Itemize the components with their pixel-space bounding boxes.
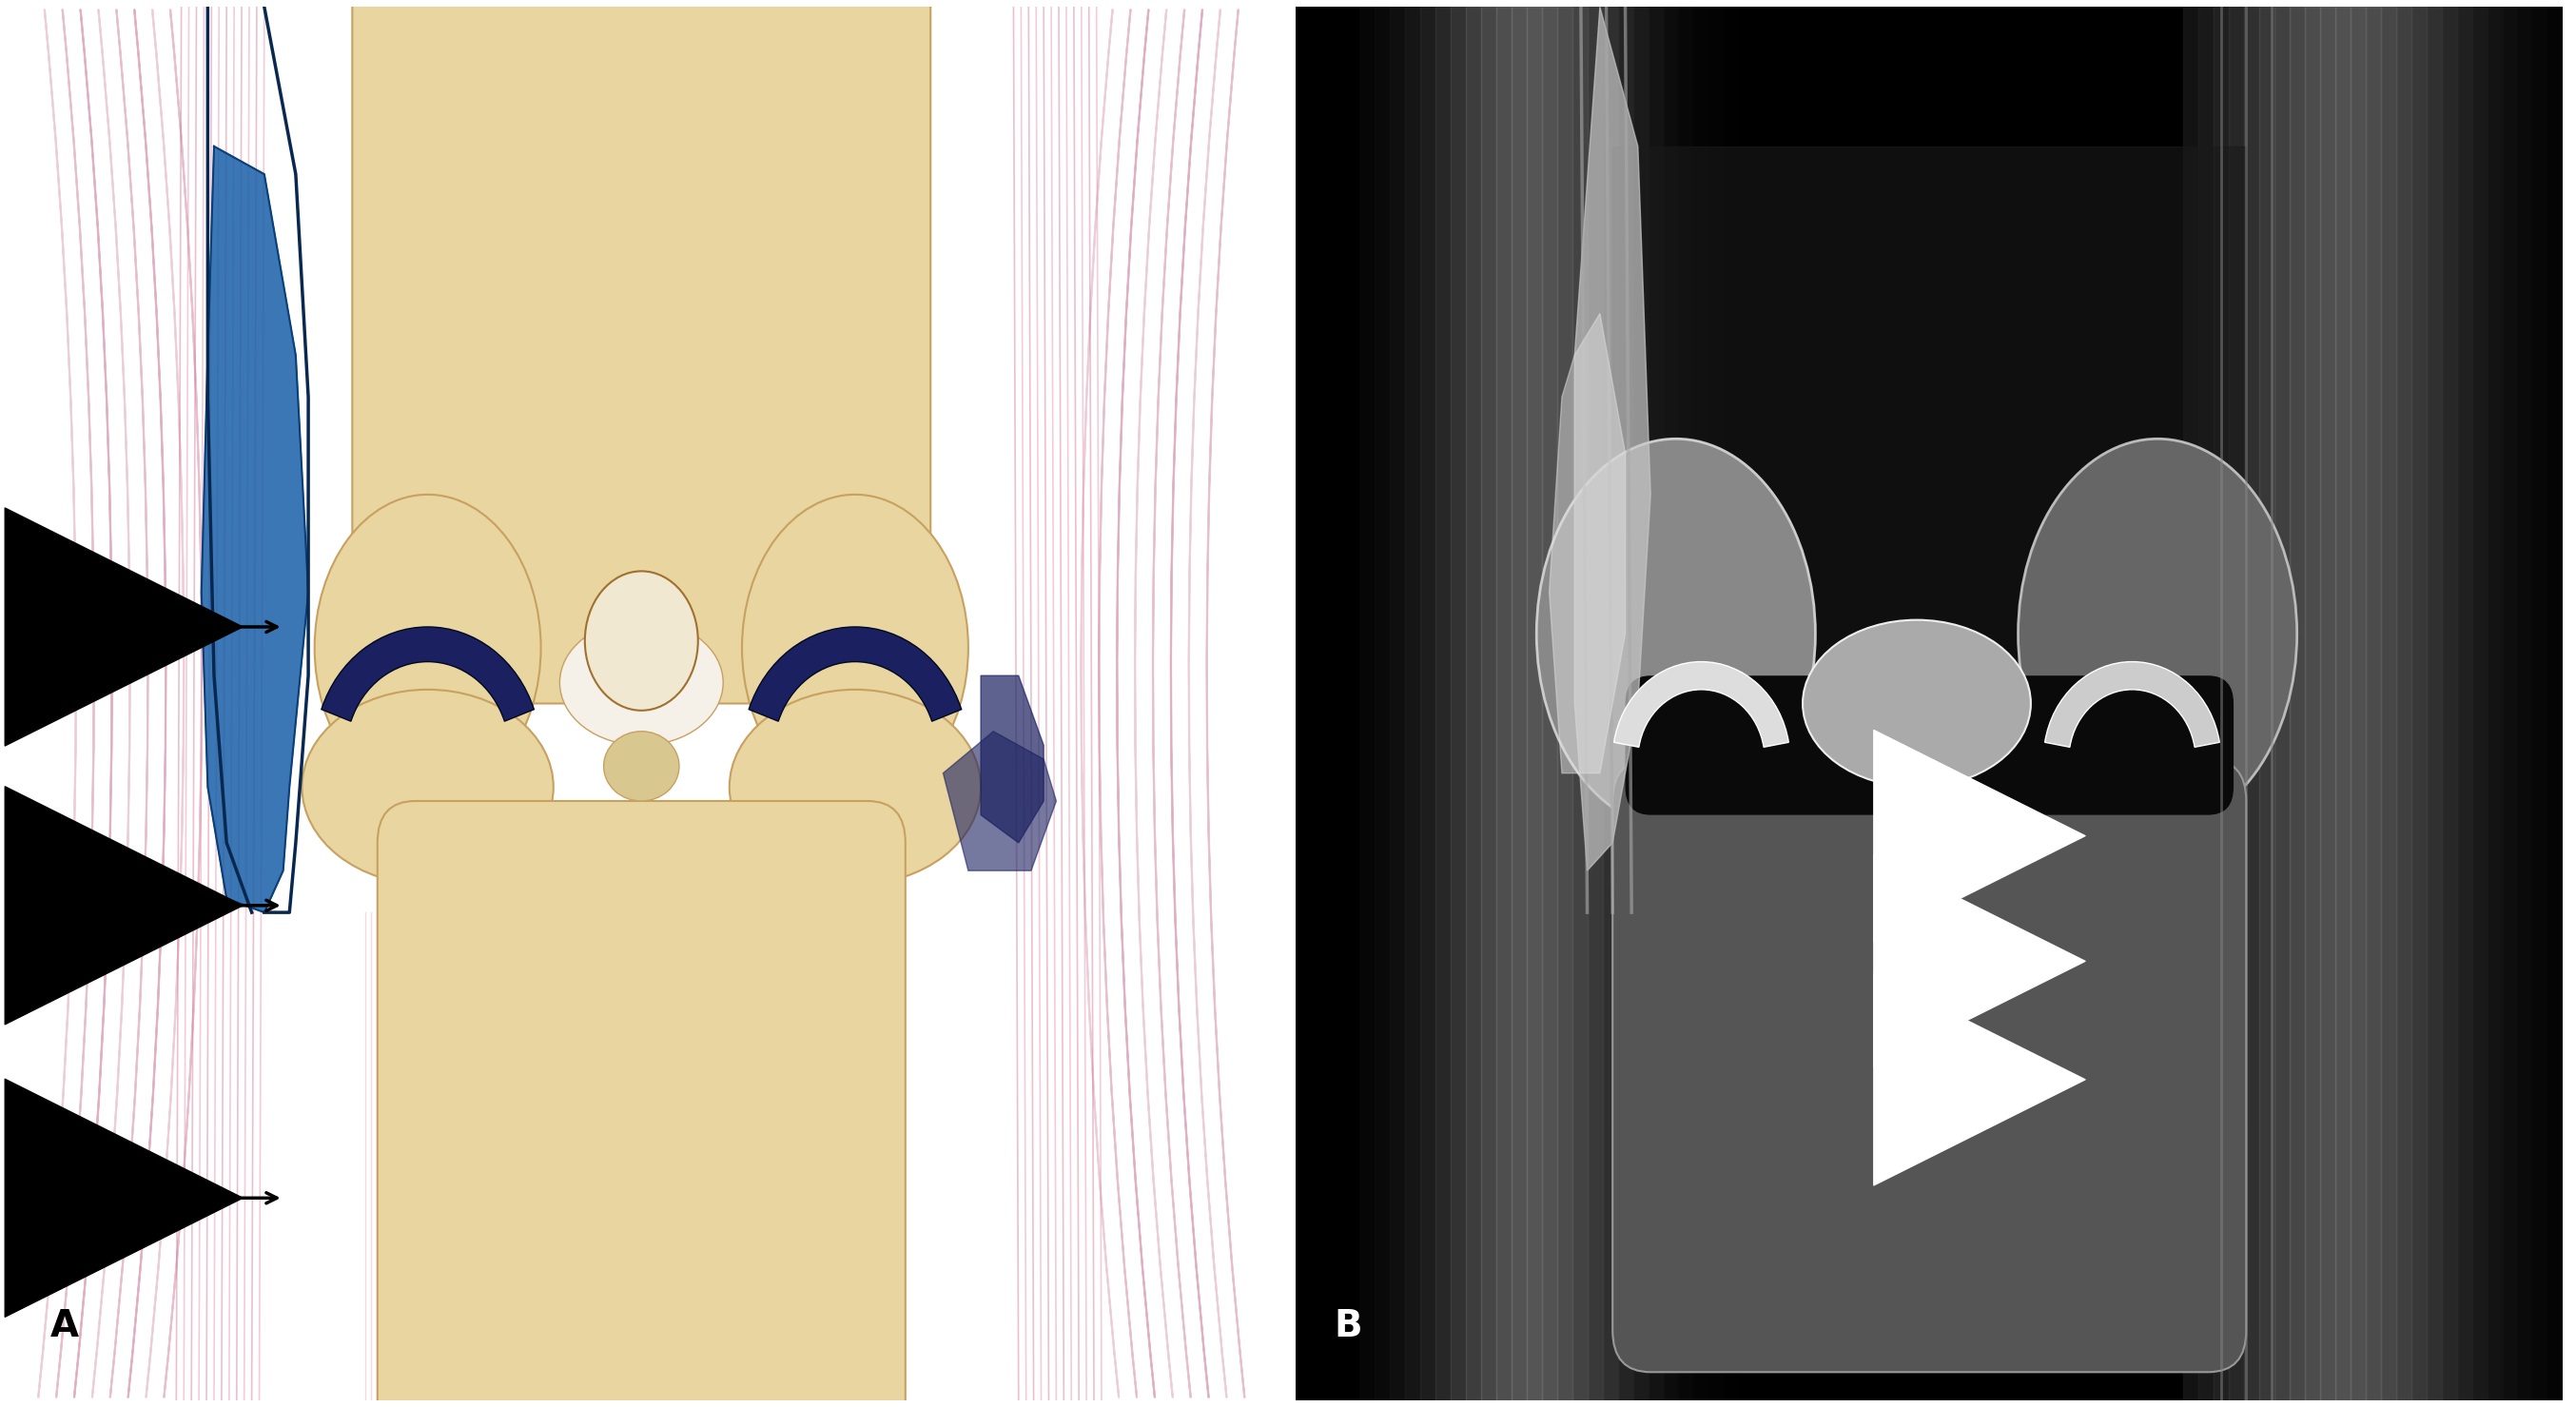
- Text: A: A: [52, 1309, 80, 1344]
- Polygon shape: [1548, 314, 1625, 774]
- Bar: [2458, 7, 2473, 1400]
- Bar: [2275, 7, 2290, 1400]
- Wedge shape: [2045, 661, 2221, 747]
- Bar: [2486, 7, 2501, 1400]
- Polygon shape: [1574, 7, 1651, 871]
- Bar: [2349, 7, 2365, 1400]
- FancyArrowPatch shape: [39, 10, 77, 1397]
- Bar: [2442, 7, 2458, 1400]
- Bar: [2244, 7, 2259, 1400]
- FancyArrowPatch shape: [75, 10, 113, 1397]
- Bar: [1528, 7, 1540, 1400]
- Ellipse shape: [729, 689, 981, 885]
- FancyArrowPatch shape: [1188, 10, 1226, 1397]
- Bar: [1571, 7, 1587, 1400]
- Bar: [2411, 7, 2427, 1400]
- Bar: [1739, 7, 1754, 1400]
- Bar: [1664, 7, 1680, 1400]
- FancyArrowPatch shape: [147, 10, 183, 1397]
- FancyBboxPatch shape: [1625, 675, 2233, 815]
- Bar: [2473, 7, 2486, 1400]
- Ellipse shape: [1803, 620, 2030, 787]
- Wedge shape: [322, 628, 533, 722]
- Bar: [1388, 7, 1404, 1400]
- Bar: [1801, 7, 1816, 1400]
- Bar: [1785, 7, 1801, 1400]
- Bar: [2228, 7, 2244, 1400]
- Bar: [1450, 7, 1466, 1400]
- Bar: [2380, 7, 2396, 1400]
- FancyArrowPatch shape: [165, 10, 201, 1397]
- Ellipse shape: [559, 620, 724, 746]
- FancyArrowPatch shape: [1170, 10, 1208, 1397]
- Bar: [2517, 7, 2532, 1400]
- FancyArrowPatch shape: [1206, 10, 1244, 1397]
- Bar: [2306, 7, 2321, 1400]
- Bar: [1754, 7, 1770, 1400]
- FancyBboxPatch shape: [1613, 760, 2246, 1372]
- Bar: [1613, 146, 2246, 1121]
- Bar: [1540, 7, 1556, 1400]
- Bar: [1376, 7, 1388, 1400]
- Bar: [2548, 7, 2563, 1400]
- FancyBboxPatch shape: [353, 0, 930, 704]
- FancyArrowPatch shape: [129, 10, 165, 1397]
- Bar: [2334, 7, 2349, 1400]
- FancyArrowPatch shape: [93, 10, 129, 1397]
- Bar: [1708, 7, 1723, 1400]
- Ellipse shape: [301, 689, 554, 885]
- Wedge shape: [1615, 661, 1788, 747]
- FancyArrowPatch shape: [1100, 10, 1136, 1397]
- Bar: [1466, 7, 1481, 1400]
- Bar: [2182, 7, 2197, 1400]
- Bar: [2290, 7, 2306, 1400]
- Bar: [2501, 7, 2517, 1400]
- Bar: [1770, 7, 1785, 1400]
- Bar: [2396, 7, 2411, 1400]
- Bar: [1481, 7, 1497, 1400]
- Bar: [1360, 7, 1376, 1400]
- Bar: [2427, 7, 2442, 1400]
- Bar: [1435, 7, 1450, 1400]
- Bar: [2259, 7, 2275, 1400]
- Bar: [1618, 7, 1633, 1400]
- Ellipse shape: [1535, 439, 1816, 829]
- Ellipse shape: [603, 732, 680, 801]
- Bar: [1692, 7, 1708, 1400]
- Ellipse shape: [585, 571, 698, 711]
- Bar: [1649, 7, 1664, 1400]
- Bar: [1419, 7, 1435, 1400]
- Bar: [2197, 7, 2213, 1400]
- FancyArrowPatch shape: [1082, 10, 1118, 1397]
- Bar: [2321, 7, 2334, 1400]
- Wedge shape: [750, 628, 961, 722]
- Bar: [2365, 7, 2380, 1400]
- Bar: [1512, 7, 1528, 1400]
- Bar: [1723, 7, 1739, 1400]
- Bar: [1497, 7, 1512, 1400]
- Ellipse shape: [742, 495, 969, 801]
- Bar: [1404, 7, 1419, 1400]
- Ellipse shape: [314, 495, 541, 801]
- FancyBboxPatch shape: [379, 801, 904, 1407]
- FancyArrowPatch shape: [1154, 10, 1190, 1397]
- Bar: [2213, 7, 2228, 1400]
- FancyArrowPatch shape: [1118, 10, 1154, 1397]
- Text: B: B: [1334, 1309, 1363, 1344]
- Bar: [1633, 7, 1649, 1400]
- Ellipse shape: [2017, 439, 2298, 829]
- Bar: [1680, 7, 1692, 1400]
- Polygon shape: [201, 146, 309, 913]
- FancyArrowPatch shape: [111, 10, 147, 1397]
- Polygon shape: [981, 675, 1043, 843]
- Bar: [1602, 7, 1618, 1400]
- Bar: [1556, 7, 1571, 1400]
- Polygon shape: [943, 732, 1056, 871]
- FancyArrowPatch shape: [1136, 10, 1172, 1397]
- FancyArrowPatch shape: [57, 10, 95, 1397]
- Bar: [2532, 7, 2548, 1400]
- Bar: [1587, 7, 1602, 1400]
